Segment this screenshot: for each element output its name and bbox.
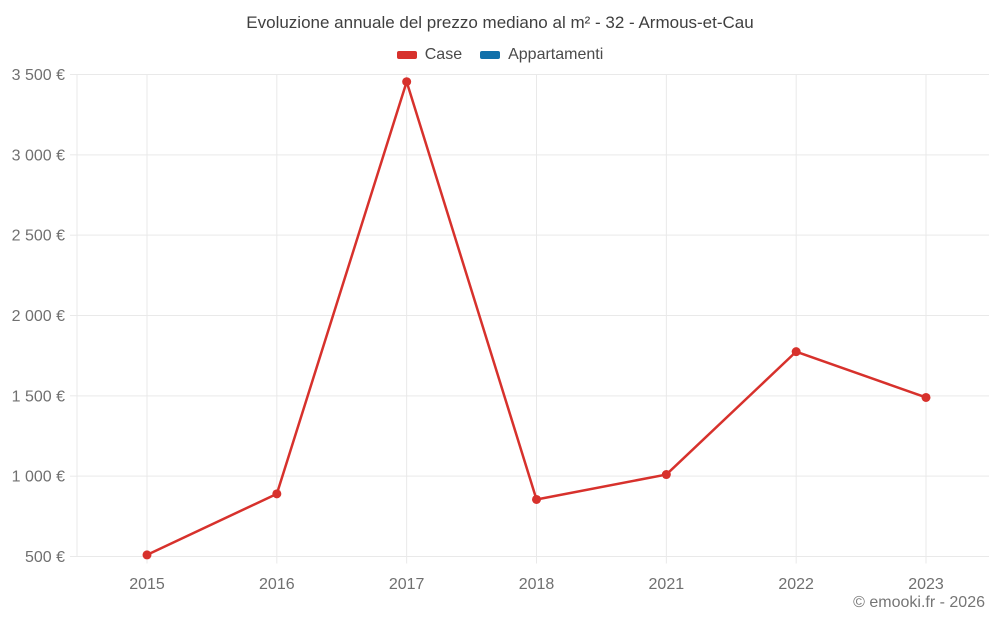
case-data-point[interactable] <box>661 470 671 480</box>
legend-label-appartamenti: Appartamenti <box>508 46 604 63</box>
y-axis-tick-label: 3 500 € <box>12 67 65 84</box>
copyright-footer: © emooki.fr - 2026 <box>853 594 985 611</box>
x-axis-tick-label: 2016 <box>259 576 295 593</box>
y-axis-tick-label: 500 € <box>25 549 65 566</box>
case-data-point[interactable] <box>791 347 801 357</box>
x-axis-tick-label: 2022 <box>778 576 814 593</box>
y-axis-tick-label: 2 500 € <box>12 228 65 245</box>
y-axis-tick-label: 1 500 € <box>12 388 65 405</box>
y-axis-tick-label: 3 000 € <box>12 147 65 164</box>
case-data-point[interactable] <box>272 489 282 499</box>
legend-item-appartamenti[interactable]: Appartamenti <box>480 46 603 64</box>
legend-item-case[interactable]: Case <box>396 46 463 64</box>
x-axis-tick-label: 2015 <box>129 576 165 593</box>
case-data-point[interactable] <box>402 77 412 87</box>
case-data-point[interactable] <box>142 550 152 560</box>
case-series-swatch-icon <box>396 51 417 59</box>
y-axis-tick-label: 2 000 € <box>12 308 65 325</box>
chart-title: Evoluzione annuale del prezzo mediano al… <box>246 13 754 32</box>
x-axis-tick-label: 2018 <box>519 576 555 593</box>
x-axis-tick-label: 2023 <box>908 576 944 593</box>
chart-legend: Case Appartamenti <box>0 46 1000 64</box>
appartamenti-series-swatch-icon <box>480 51 501 59</box>
x-axis-tick-label: 2017 <box>389 576 425 593</box>
case-data-point[interactable] <box>921 392 931 402</box>
legend-label-case: Case <box>424 46 463 63</box>
case-data-point[interactable] <box>532 494 541 504</box>
y-axis-tick-label: 1 000 € <box>12 469 65 486</box>
x-axis-tick-label: 2021 <box>649 576 685 593</box>
